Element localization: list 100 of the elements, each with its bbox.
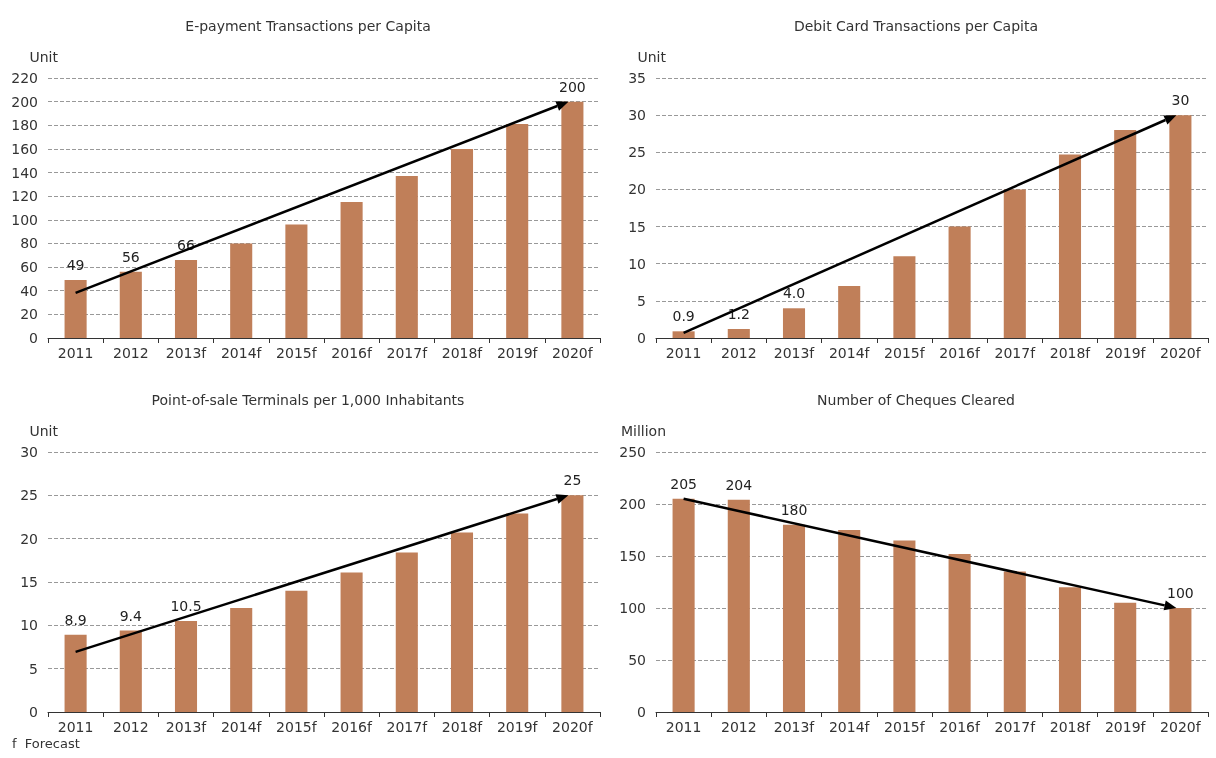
bar: [285, 590, 308, 712]
x-tick-label: 2012: [112, 719, 149, 735]
y-tick-label: 5: [637, 292, 646, 309]
x-tick-label: 2017f: [994, 719, 1037, 735]
bar: [893, 540, 916, 712]
bar: [119, 271, 142, 338]
x-tick-label: 2013f: [165, 719, 208, 735]
x-tick-label: 2013f: [165, 345, 208, 361]
y-axis-title: Unit: [29, 49, 59, 65]
y-tick-label: 250: [619, 444, 646, 460]
y-tick-label: 0: [29, 330, 38, 346]
bar: [948, 226, 971, 338]
x-tick-label: 2016f: [331, 719, 373, 735]
y-tick-label: 220: [11, 70, 38, 86]
y-tick-label: 35: [628, 70, 646, 86]
x-tick-label: 2017f: [386, 719, 429, 735]
y-tick-label: 15: [20, 574, 38, 590]
y-tick-label: 15: [628, 218, 646, 235]
y-tick-label: 40: [20, 282, 38, 299]
bar: [450, 532, 474, 712]
bar: [1114, 602, 1137, 712]
x-tick-label: 2017f: [994, 345, 1037, 361]
chart-title: Number of Cheques Cleared: [817, 392, 1015, 408]
y-tick-label: 60: [20, 259, 38, 276]
bar: [838, 286, 861, 338]
data-label: 1.2: [727, 306, 750, 323]
data-label: 200: [559, 78, 586, 95]
x-tick-label: 2020f: [552, 345, 594, 361]
bar: [340, 202, 363, 338]
bar: [1058, 154, 1082, 338]
y-tick-label: 150: [619, 548, 646, 564]
x-tick-label: 2015f: [276, 719, 318, 735]
y-axis-title: Million: [620, 423, 666, 439]
data-label: 49: [66, 257, 85, 274]
bar: [64, 634, 87, 712]
data-label: 30: [1171, 92, 1190, 109]
bar: [1169, 608, 1192, 712]
y-tick-label: 30: [20, 444, 38, 460]
y-tick-label: 180: [11, 117, 38, 134]
bar: [64, 280, 87, 338]
data-label: 205: [670, 475, 697, 492]
bar: [561, 495, 584, 712]
y-tick-label: 200: [619, 496, 646, 512]
x-tick-label: 2018f: [441, 719, 484, 735]
x-tick-label: 2019f: [1104, 719, 1147, 735]
data-label: 9.4: [119, 607, 143, 624]
x-tick-label: 2011: [57, 345, 94, 361]
bar: [782, 308, 806, 338]
y-tick-label: 25: [20, 487, 38, 504]
bar: [672, 331, 695, 338]
bar: [340, 572, 363, 712]
data-label: 180: [780, 501, 808, 518]
data-label: 100: [1167, 585, 1194, 601]
bar: [727, 329, 750, 338]
bar: [395, 176, 418, 338]
bar: [506, 513, 529, 712]
x-tick-label: 2020f: [552, 719, 594, 735]
bar: [174, 621, 198, 712]
x-tick-label: 2012: [720, 345, 757, 361]
x-tick-label: 2014f: [220, 719, 263, 735]
chart-title: E-payment Transactions per Capita: [185, 18, 431, 34]
x-tick-label: 2012: [112, 345, 149, 361]
y-tick-label: 30: [628, 107, 646, 124]
y-tick-label: 160: [11, 140, 38, 157]
y-tick-label: 5: [29, 660, 38, 677]
bar: [1058, 587, 1082, 712]
data-label: 4.0: [782, 285, 806, 302]
x-tick-label: 2020f: [1160, 719, 1202, 735]
bar: [285, 224, 308, 338]
x-tick-label: 2012: [720, 719, 757, 735]
bar: [727, 499, 750, 712]
text: f Forecast: [12, 736, 80, 751]
x-tick-label: 2014f: [828, 345, 871, 361]
bar: [893, 256, 916, 338]
x-tick-label: 2011: [665, 719, 702, 735]
bar: [230, 243, 253, 338]
bar: [506, 124, 529, 338]
data-label: 10.5: [170, 598, 202, 614]
chart-title: Point-of-sale Terminals per 1,000 Inhabitants: [151, 392, 465, 408]
x-tick-label: 2013f: [773, 719, 816, 735]
y-tick-label: 20: [20, 530, 38, 547]
data-label: 25: [563, 472, 582, 489]
bar: [948, 553, 971, 712]
x-tick-label: 2013f: [773, 345, 816, 361]
y-tick-label: 0: [29, 704, 38, 720]
bar: [174, 260, 198, 338]
y-tick-label: 100: [11, 211, 38, 228]
x-tick-label: 2015f: [276, 345, 318, 361]
x-tick-label: 2016f: [939, 719, 981, 735]
y-axis-title: Unit: [29, 423, 59, 439]
y-tick-label: 80: [20, 235, 38, 252]
x-tick-label: 2015f: [884, 345, 926, 361]
bar: [1114, 130, 1137, 338]
x-tick-label: 2016f: [331, 345, 373, 361]
bar: [782, 524, 806, 712]
data-label: 56: [121, 248, 140, 265]
bar: [119, 630, 142, 712]
x-tick-label: 2011: [57, 719, 94, 735]
x-tick-label: 2014f: [220, 345, 263, 361]
x-tick-label: 2019f: [496, 719, 539, 735]
